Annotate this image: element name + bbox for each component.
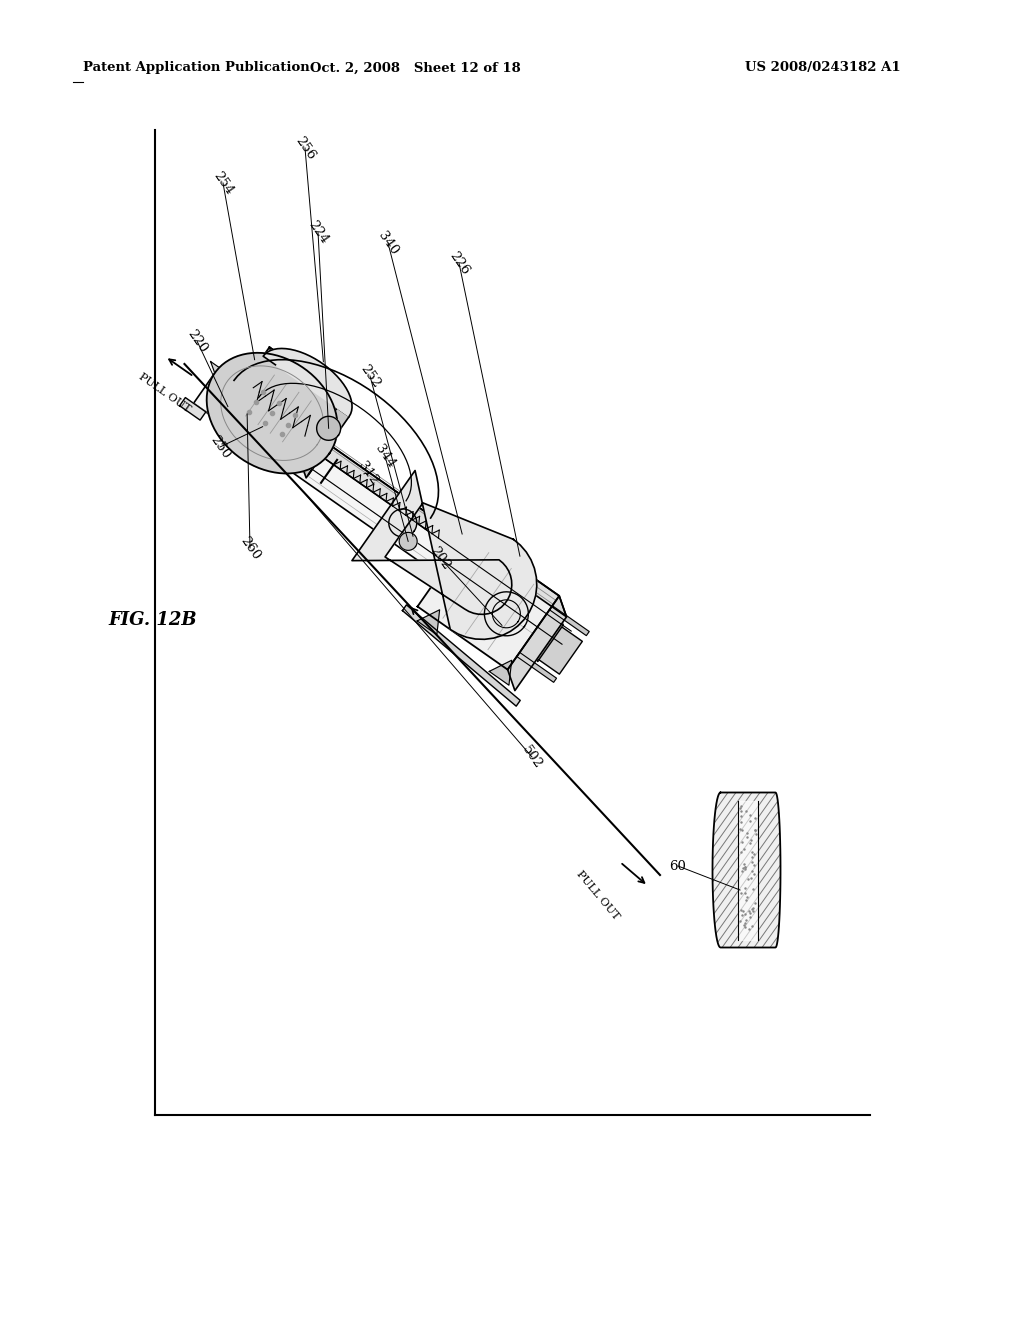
- Text: 250: 250: [208, 433, 232, 461]
- Text: 312: 312: [355, 459, 381, 487]
- Polygon shape: [399, 532, 417, 550]
- Polygon shape: [352, 470, 537, 639]
- Text: 254: 254: [211, 169, 236, 197]
- Polygon shape: [417, 610, 439, 635]
- Polygon shape: [489, 660, 512, 685]
- Text: 252: 252: [357, 362, 383, 389]
- Polygon shape: [269, 347, 349, 416]
- Text: Oct. 2, 2008   Sheet 12 of 18: Oct. 2, 2008 Sheet 12 of 18: [309, 62, 520, 74]
- Polygon shape: [207, 352, 338, 474]
- Polygon shape: [211, 362, 240, 399]
- Polygon shape: [517, 652, 556, 682]
- Text: FIG. 12B: FIG. 12B: [108, 611, 197, 630]
- Polygon shape: [550, 606, 589, 636]
- Polygon shape: [226, 347, 343, 461]
- Text: 226: 226: [446, 249, 472, 277]
- Polygon shape: [508, 595, 566, 690]
- Polygon shape: [418, 533, 559, 669]
- Text: 340: 340: [376, 228, 400, 257]
- Text: PULL OUT: PULL OUT: [137, 371, 193, 414]
- Polygon shape: [219, 367, 563, 626]
- Polygon shape: [194, 367, 555, 639]
- Polygon shape: [713, 792, 780, 948]
- Text: 344: 344: [373, 442, 397, 470]
- Text: 60: 60: [670, 859, 686, 873]
- Polygon shape: [389, 510, 417, 537]
- Text: PULL OUT: PULL OUT: [574, 869, 622, 921]
- Text: US 2008/0243182 A1: US 2008/0243182 A1: [745, 62, 901, 74]
- Polygon shape: [263, 348, 352, 416]
- Text: 202: 202: [427, 544, 453, 572]
- Polygon shape: [539, 627, 583, 675]
- Text: Patent Application Publication: Patent Application Publication: [83, 62, 309, 74]
- Polygon shape: [529, 602, 563, 661]
- Text: 502: 502: [519, 743, 545, 771]
- Polygon shape: [402, 605, 520, 706]
- Polygon shape: [316, 416, 341, 441]
- Text: 220: 220: [184, 327, 210, 355]
- Polygon shape: [738, 800, 758, 940]
- Text: 260: 260: [238, 533, 262, 562]
- Polygon shape: [469, 533, 566, 616]
- Polygon shape: [179, 397, 206, 420]
- Text: 256: 256: [293, 133, 317, 162]
- Polygon shape: [300, 399, 349, 478]
- Text: 224: 224: [305, 218, 331, 246]
